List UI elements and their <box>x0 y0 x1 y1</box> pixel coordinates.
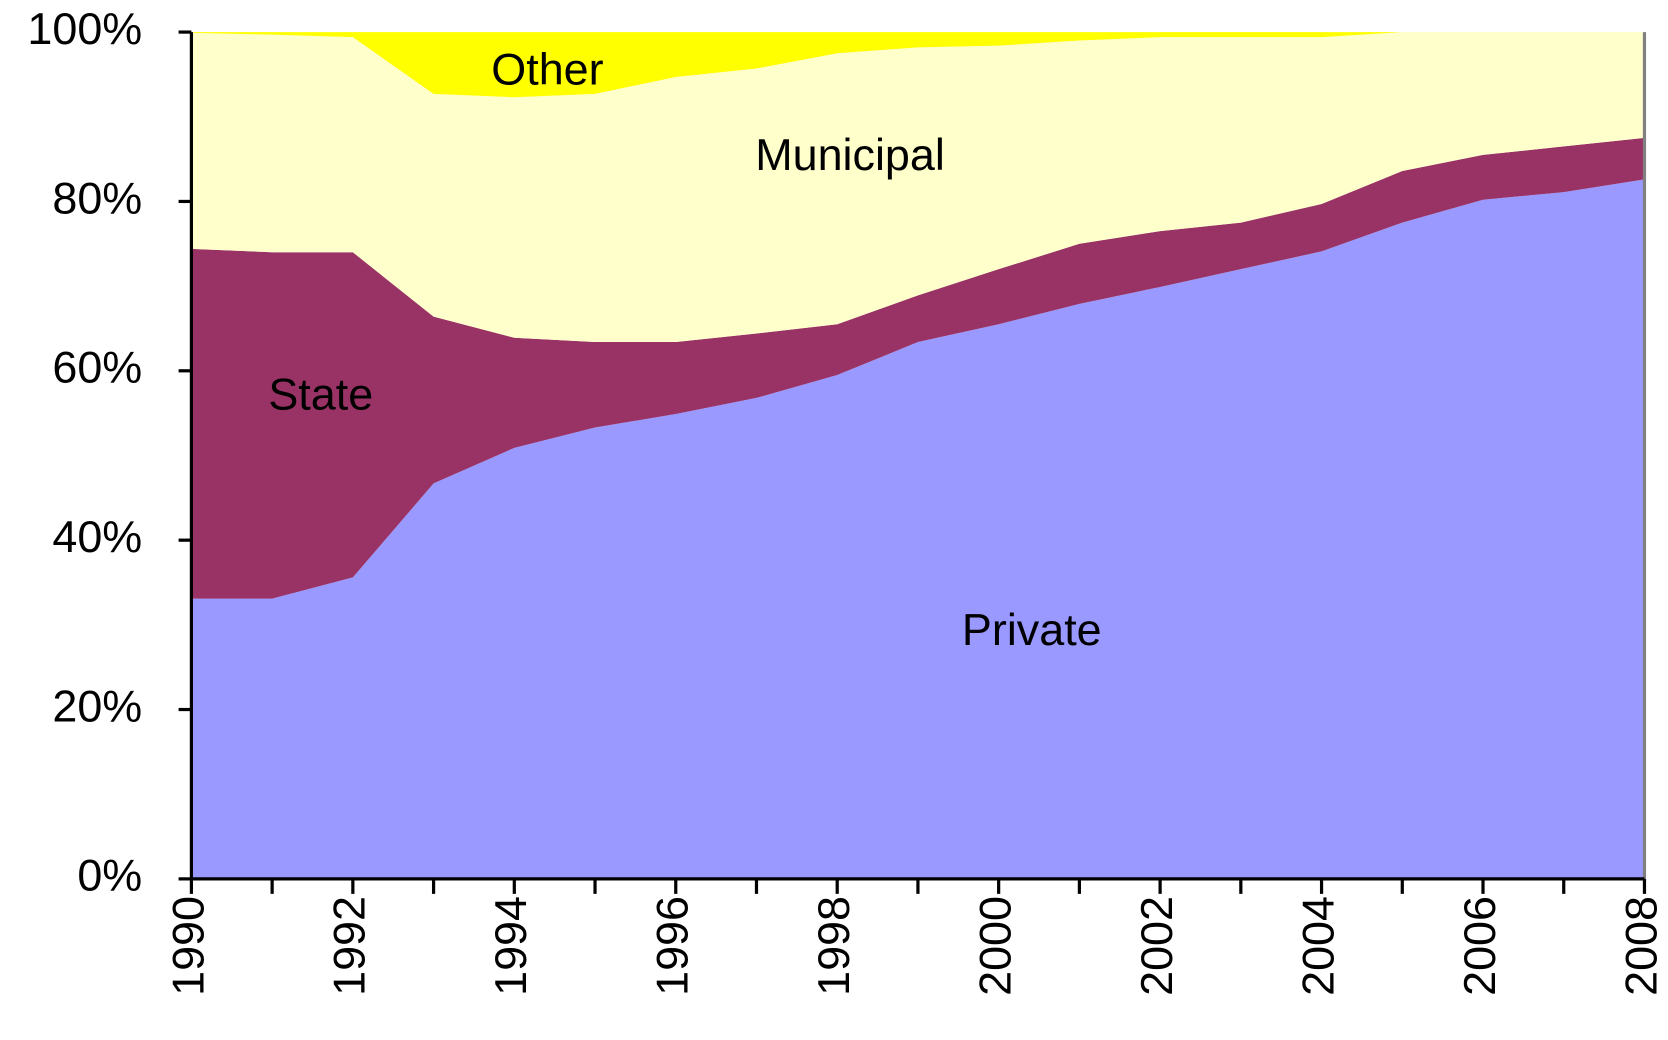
x-tick-label: 2006 <box>1454 896 1505 996</box>
y-tick-label: 0% <box>77 850 142 901</box>
x-tick-label: 2008 <box>1615 896 1666 996</box>
x-tick-label: 2002 <box>1131 896 1182 996</box>
x-tick-label: 1996 <box>647 896 698 996</box>
x-tick-label: 1990 <box>162 896 213 996</box>
y-tick-label: 20% <box>52 680 142 731</box>
series-label: Other <box>491 44 603 95</box>
series-label: Private <box>962 604 1102 655</box>
y-tick-label: 60% <box>52 342 142 393</box>
y-tick-label: 80% <box>52 172 142 223</box>
x-tick-label: 1998 <box>808 896 859 996</box>
x-tick-label: 2004 <box>1292 896 1343 996</box>
area <box>191 179 1645 879</box>
x-tick-label: 2000 <box>970 896 1021 996</box>
series-label: Municipal <box>755 129 945 180</box>
area <box>191 32 1645 98</box>
x-tick-label: 1994 <box>485 896 536 996</box>
y-tick-label: 40% <box>52 511 142 562</box>
y-tick-label: 100% <box>27 3 142 54</box>
area <box>191 137 1645 599</box>
series-label: State <box>268 369 373 420</box>
x-tick-label: 1992 <box>324 896 375 996</box>
area <box>191 32 1645 343</box>
